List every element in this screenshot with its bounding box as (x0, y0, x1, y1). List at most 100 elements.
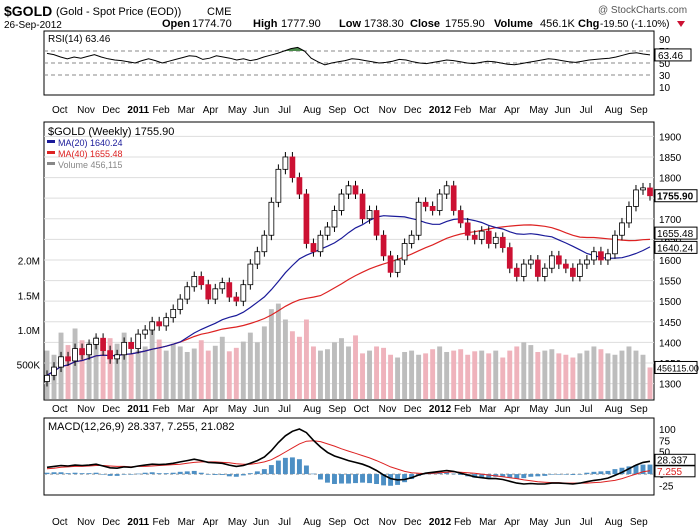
macd-histogram-bar (114, 474, 120, 476)
price-tick-label: 1450 (659, 318, 682, 329)
macd-histogram-bar (549, 474, 555, 475)
volume-bar (570, 357, 576, 399)
macd-histogram-bar (619, 467, 625, 475)
volume-label: Volume (494, 18, 533, 30)
macd-histogram-bar (107, 474, 113, 476)
macd-histogram-bar (640, 464, 646, 475)
rsi-tick-label: 90 (659, 35, 671, 46)
macd-histogram-bar (135, 473, 141, 475)
macd-axis-label: 2012 (429, 517, 452, 528)
close-label: Close (410, 18, 440, 30)
volume-bar (289, 331, 295, 399)
volume-bar (247, 332, 253, 399)
rsi-axis-label: Jul (278, 105, 291, 116)
macd-histogram-bar (535, 474, 541, 477)
volume-bar (219, 336, 225, 399)
macd-histogram-bar (247, 473, 253, 475)
macd-label: MACD(12,26,9) 28.337, 7.255, 21.082 (48, 421, 235, 433)
macd-histogram-bar (563, 474, 569, 475)
macd-histogram-bar (402, 474, 408, 483)
macd-histogram-bar (198, 472, 204, 475)
candle-up (51, 366, 57, 376)
volume-value: 456.1K (540, 18, 576, 30)
candle-up (584, 259, 590, 265)
macd-histogram-bar (177, 471, 183, 475)
macd-axis-label: Dec (102, 517, 120, 528)
rsi-axis-label: Aug (303, 105, 321, 116)
rsi-line (46, 46, 651, 66)
volume-bar (360, 353, 365, 399)
volume-bar (437, 346, 443, 399)
macd-axis-label: May (228, 517, 247, 528)
legend-swatch (47, 151, 55, 154)
macd-histogram-bar (100, 474, 106, 475)
low-value: 1738.30 (364, 18, 404, 30)
macd-axis-label: Aug (605, 517, 623, 528)
volume-bar (472, 351, 478, 399)
macd-histogram-bar (374, 474, 380, 484)
macd-histogram-bar (626, 466, 632, 475)
macd-histogram-bar (556, 474, 562, 475)
volume-bar (633, 350, 639, 399)
volume-bar (556, 353, 562, 399)
price-axis-label: Apr (504, 404, 520, 415)
price-axis-label: May (529, 404, 548, 415)
candle-down (598, 251, 604, 261)
candle-up (142, 329, 149, 335)
volume-bar (612, 354, 618, 399)
macd-histogram-bar (79, 473, 85, 475)
volume-bar (647, 367, 653, 399)
macd-axis-label: Apr (203, 517, 219, 528)
candle-up (492, 236, 499, 244)
price-tag-text: 1755.90 (657, 192, 694, 203)
macd-histogram-bar (339, 474, 344, 484)
macd-histogram-bar (310, 473, 316, 475)
volume-bar (451, 350, 457, 399)
candle-down (310, 243, 317, 253)
macd-histogram-bar (163, 473, 169, 475)
macd-axis-label: Sep (328, 517, 346, 528)
candle-down (485, 230, 492, 244)
macd-histogram-bar (93, 472, 99, 475)
candle-up (401, 243, 408, 261)
volume-bar (626, 346, 632, 399)
high-label: High (253, 18, 278, 30)
candle-down (570, 267, 576, 277)
as-of-date: 26-Sep-2012 (4, 20, 62, 31)
macd-axis-label: Aug (303, 517, 321, 528)
price-axis-label: May (228, 404, 247, 415)
macd-histogram-bar (500, 474, 506, 477)
price-tick-label: 1300 (659, 380, 682, 391)
volume-bar (191, 348, 197, 399)
macd-line (46, 428, 651, 485)
candle-down (156, 321, 163, 327)
macd-histogram-bar (205, 474, 211, 475)
candle-up (317, 234, 324, 253)
price-tick-label: 1850 (659, 153, 682, 164)
macd-histogram-bar (486, 474, 492, 478)
volume-bar (542, 350, 548, 399)
candle-up (577, 263, 583, 277)
volume-bar (107, 338, 113, 399)
rsi-axis-label: Apr (203, 105, 219, 116)
rsi-axis-label: Dec (404, 105, 422, 116)
price-tick-label: 1550 (659, 277, 682, 288)
volume-bar (479, 350, 485, 399)
candle-up (72, 348, 78, 362)
volume-bar (521, 342, 527, 399)
macd-histogram-bar (86, 473, 92, 475)
macd-axis-label: Mar (178, 517, 196, 528)
price-axis-label: Oct (52, 404, 68, 415)
price-tick-label: 1600 (659, 256, 682, 267)
candle-down (380, 234, 387, 257)
volume-bar (563, 354, 569, 399)
rsi-axis-label: Mar (178, 105, 196, 116)
candle-down (79, 348, 85, 356)
signal-value-tag (654, 465, 696, 478)
candle-down (422, 201, 429, 207)
rsi-axis-label: Mar (479, 105, 497, 116)
macd-histogram-bar (528, 474, 534, 477)
macd-histogram-bar (346, 474, 351, 484)
rsi-axis-label: Jun (253, 105, 269, 116)
macd-histogram-bar (317, 474, 323, 480)
